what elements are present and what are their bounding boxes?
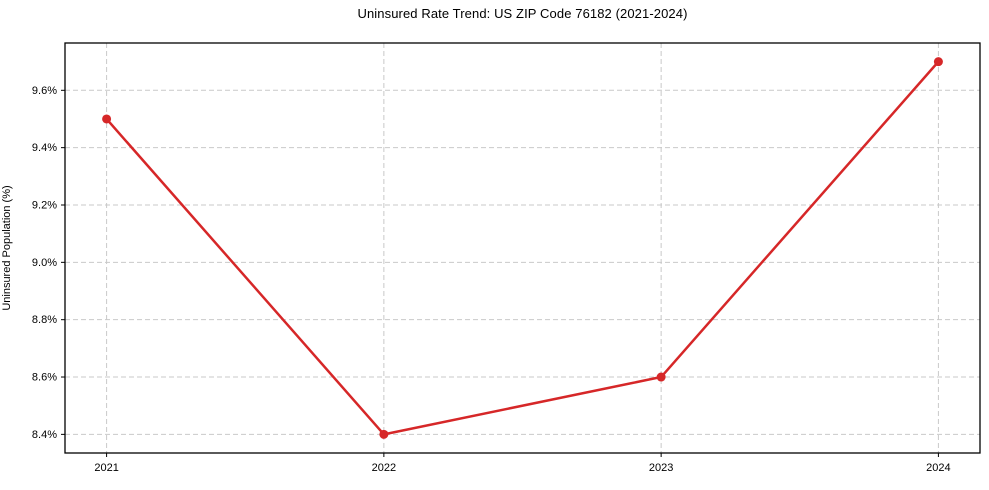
data-point-marker	[379, 429, 389, 439]
plot-border	[64, 42, 981, 454]
x-tick-label: 2021	[94, 462, 118, 474]
chart-title: Uninsured Rate Trend: US ZIP Code 76182 …	[357, 6, 688, 21]
y-tick-label: 9.6%	[32, 85, 57, 97]
x-tick-label: 2023	[649, 462, 673, 474]
y-tick-label: 8.6%	[32, 372, 57, 384]
y-tick-label: 9.0%	[32, 257, 57, 269]
y-tick-label: 9.4%	[32, 142, 57, 154]
y-tick-label: 8.4%	[32, 429, 57, 441]
data-point-marker	[102, 114, 112, 124]
y-tick-label: 8.8%	[32, 314, 57, 326]
data-point-marker	[656, 372, 666, 382]
x-tick-label: 2022	[372, 462, 396, 474]
data-point-marker	[933, 57, 943, 67]
x-tick-label: 2024	[926, 462, 950, 474]
y-tick-label: 9.2%	[32, 199, 57, 211]
trend-line	[105, 60, 940, 436]
